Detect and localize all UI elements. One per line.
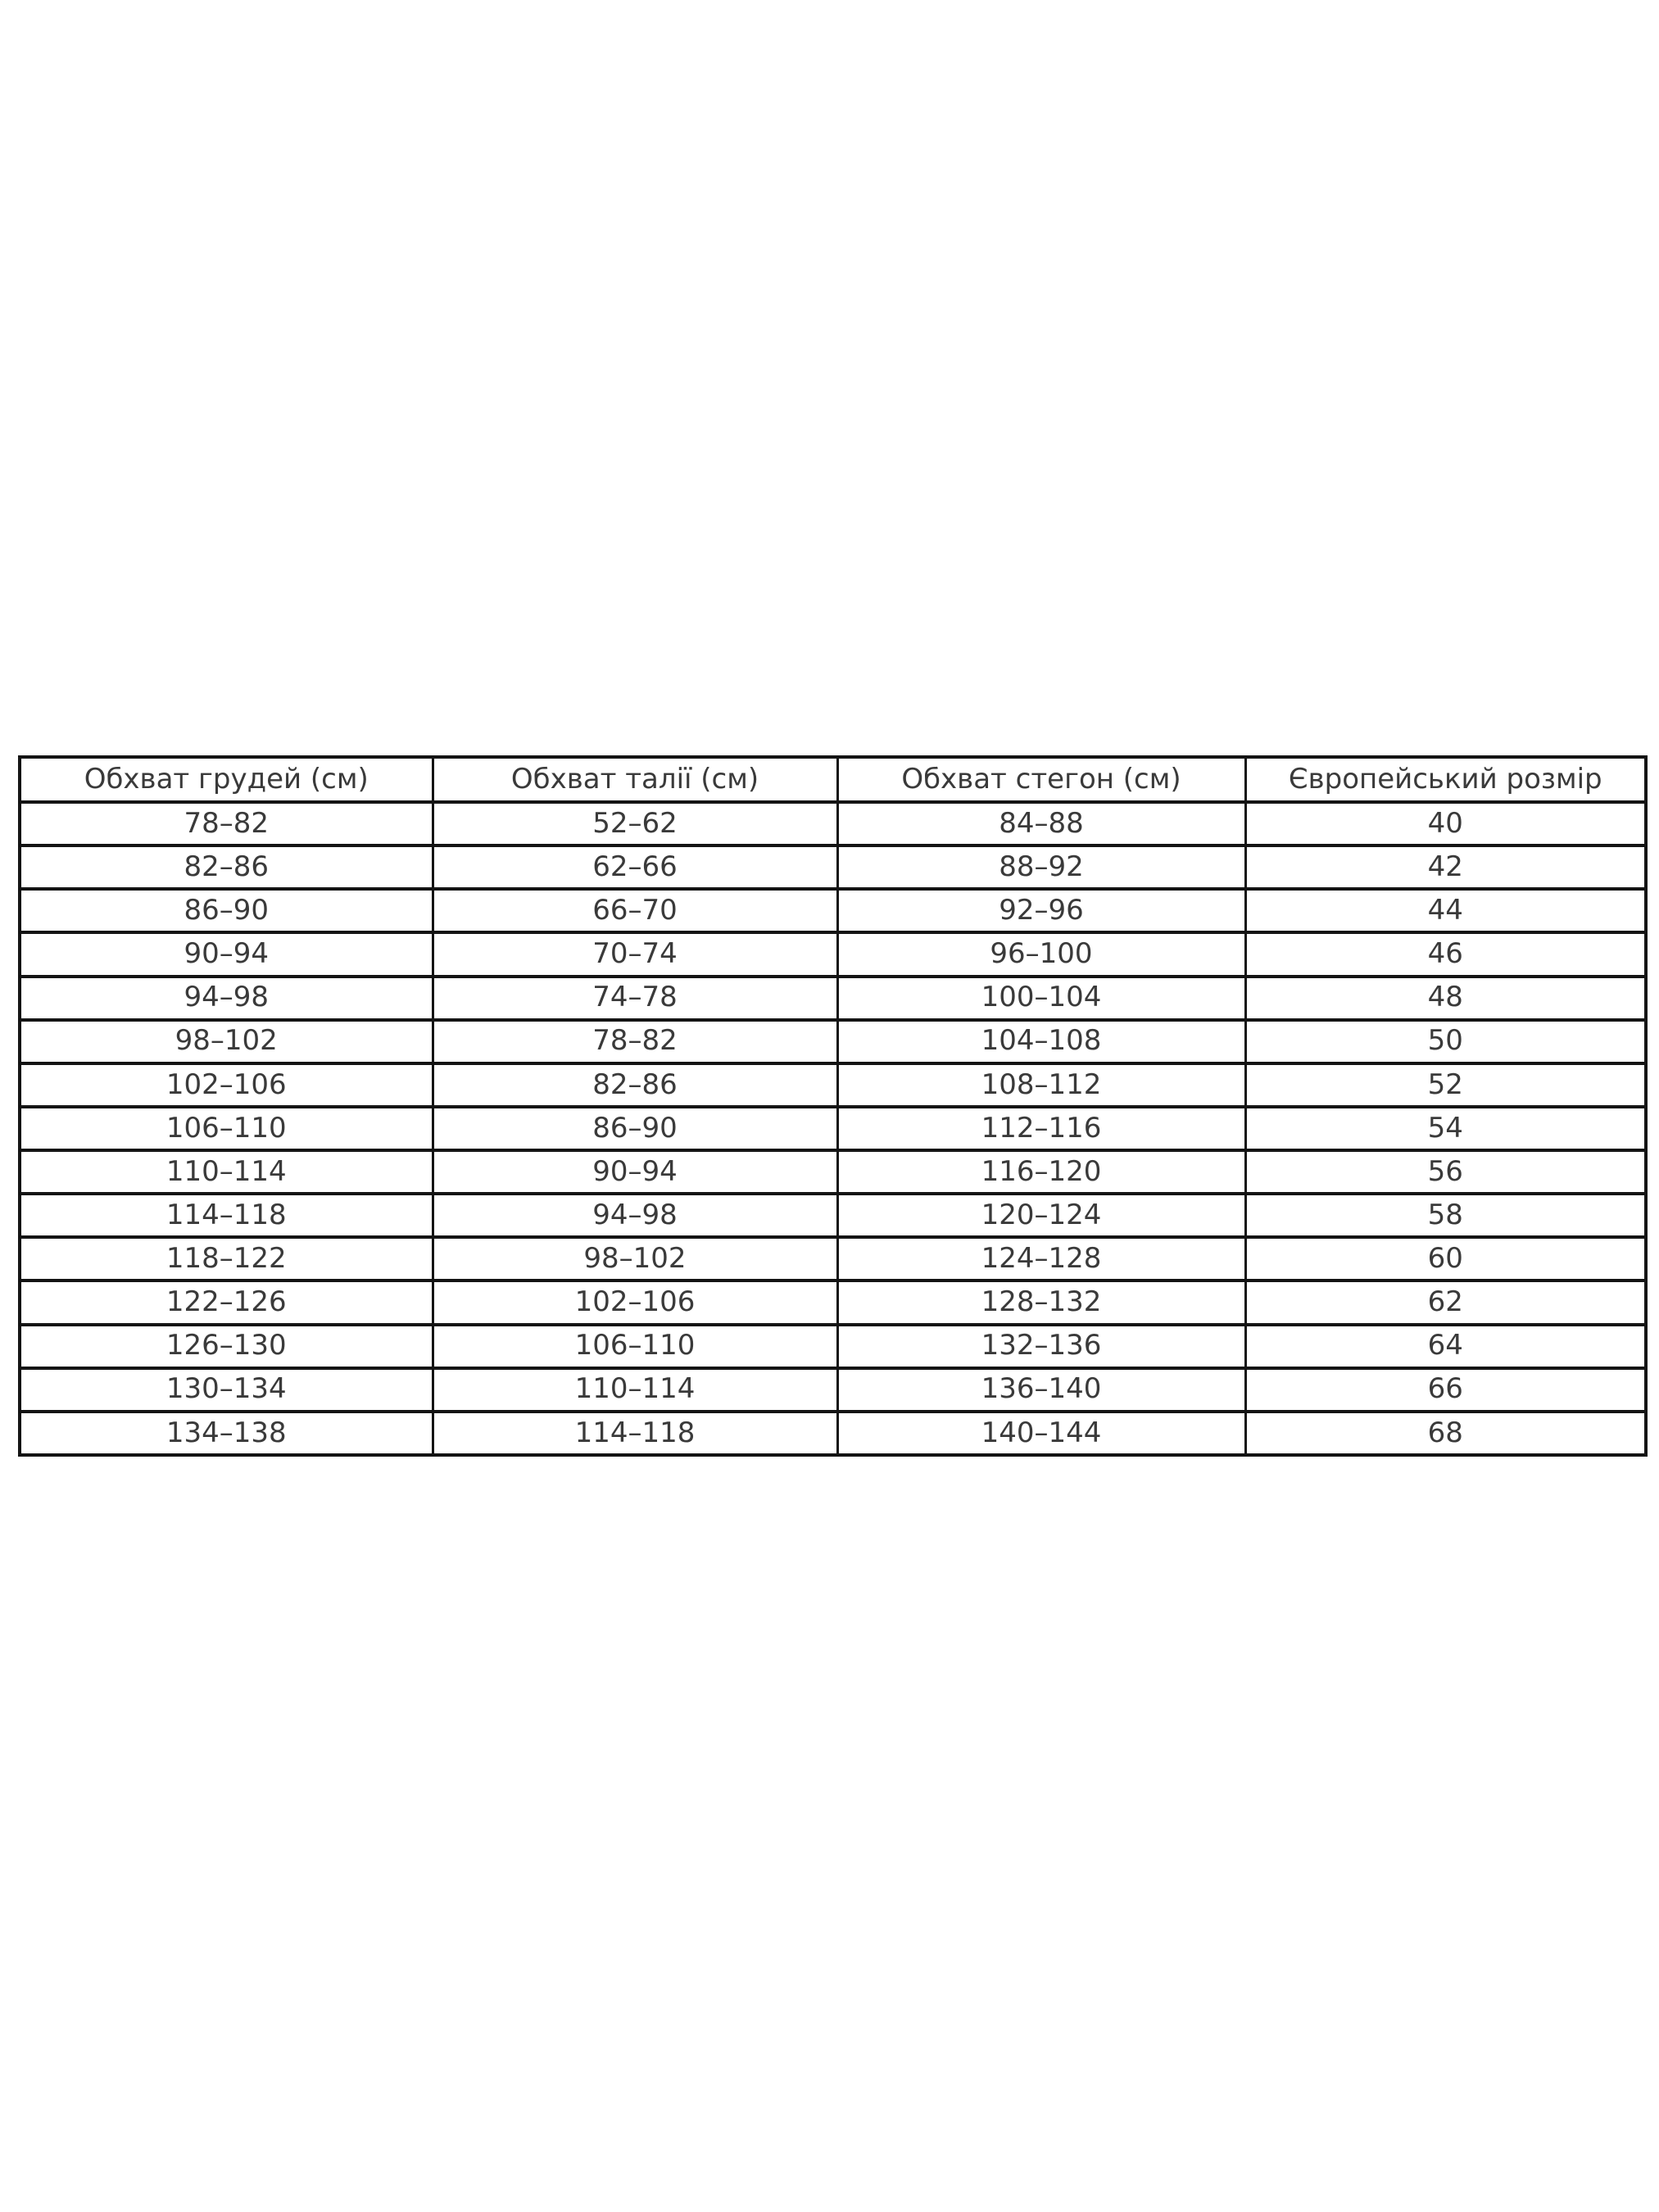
table-row: 110–114 90–94 116–120 56 [18, 1148, 1648, 1196]
table-cell: 78–82 [431, 1018, 839, 1065]
table-cell: 64 [1244, 1322, 1648, 1370]
table-cell: 126–130 [18, 1322, 434, 1370]
table-row: 102–106 82–86 108–112 52 [18, 1061, 1648, 1108]
table-cell: 96–100 [836, 931, 1247, 978]
table-cell: 124–128 [836, 1235, 1247, 1283]
table-cell: 118–122 [18, 1235, 434, 1283]
table-cell: 66–70 [431, 887, 839, 935]
column-header-chest: Обхват грудей (см) [18, 755, 434, 804]
table-cell: 104–108 [836, 1018, 1247, 1065]
table-cell: 52 [1244, 1061, 1648, 1108]
table-cell: 44 [1244, 887, 1648, 935]
table-row: 78–82 52–62 84–88 40 [18, 800, 1648, 848]
table-cell: 112–116 [836, 1104, 1247, 1153]
table-cell: 86–90 [431, 1104, 839, 1153]
table-cell: 40 [1244, 800, 1648, 848]
table-cell: 106–110 [431, 1322, 839, 1370]
table-cell: 84–88 [836, 800, 1247, 848]
table-cell: 56 [1244, 1148, 1648, 1196]
table-row: 118–122 98–102 124–128 60 [18, 1235, 1648, 1283]
table-cell: 88–92 [836, 844, 1247, 891]
table-cell: 78–82 [18, 800, 434, 848]
table-cell: 134–138 [18, 1409, 434, 1457]
table-cell: 136–140 [836, 1366, 1247, 1413]
table-row: 98–102 78–82 104–108 50 [18, 1018, 1648, 1065]
table-cell: 120–124 [836, 1192, 1247, 1240]
table-cell: 54 [1244, 1104, 1648, 1153]
table-cell: 52–62 [431, 800, 839, 848]
table-row: 86–90 66–70 92–96 44 [18, 887, 1648, 935]
table-cell: 114–118 [18, 1192, 434, 1240]
header-row: Обхват грудей (см) Обхват талії (см) Обх… [18, 755, 1648, 804]
table-cell: 114–118 [431, 1409, 839, 1457]
table-header: Обхват грудей (см) Обхват талії (см) Обх… [18, 755, 1648, 804]
table-row: 134–138 114–118 140–144 68 [18, 1409, 1648, 1457]
table-cell: 102–106 [18, 1061, 434, 1108]
table-cell: 90–94 [431, 1148, 839, 1196]
column-header-waist: Обхват талії (см) [431, 755, 839, 804]
table-cell: 122–126 [18, 1279, 434, 1326]
table-cell: 92–96 [836, 887, 1247, 935]
table-row: 106–110 86–90 112–116 54 [18, 1104, 1648, 1153]
table-cell: 62 [1244, 1279, 1648, 1326]
table-cell: 50 [1244, 1018, 1648, 1065]
column-header-hips: Обхват стегон (см) [836, 755, 1247, 804]
table-body: 78–82 52–62 84–88 40 82–86 62–66 88–92 42 86–90 6… [18, 800, 1648, 1457]
table-row: 94–98 74–78 100–104 48 [18, 974, 1648, 1022]
table-row: 130–134 110–114 136–140 66 [18, 1366, 1648, 1413]
table-cell: 128–132 [836, 1279, 1247, 1326]
table-cell: 94–98 [431, 1192, 839, 1240]
table-cell: 98–102 [18, 1018, 434, 1065]
table-cell: 60 [1244, 1235, 1648, 1283]
column-header-eu-size: Європейський розмір [1244, 755, 1648, 804]
table-cell: 82–86 [431, 1061, 839, 1108]
table-cell: 140–144 [836, 1409, 1247, 1457]
table-cell: 110–114 [431, 1366, 839, 1413]
table-cell: 82–86 [18, 844, 434, 891]
table-cell: 116–120 [836, 1148, 1247, 1196]
table-cell: 48 [1244, 974, 1648, 1022]
table-cell: 108–112 [836, 1061, 1247, 1108]
table-cell: 68 [1244, 1409, 1648, 1457]
table-row: 122–126 102–106 128–132 62 [18, 1279, 1648, 1326]
table-row: 90–94 70–74 96–100 46 [18, 931, 1648, 978]
table-row: 126–130 106–110 132–136 64 [18, 1322, 1648, 1370]
table-cell: 70–74 [431, 931, 839, 978]
table-cell: 46 [1244, 931, 1648, 978]
table-cell: 58 [1244, 1192, 1648, 1240]
table-cell: 100–104 [836, 974, 1247, 1022]
table-cell: 66 [1244, 1366, 1648, 1413]
table-cell: 42 [1244, 844, 1648, 891]
table-cell: 94–98 [18, 974, 434, 1022]
table-row: 114–118 94–98 120–124 58 [18, 1192, 1648, 1240]
table-cell: 110–114 [18, 1148, 434, 1196]
size-chart-table: Обхват грудей (см) Обхват талії (см) Обх… [18, 755, 1648, 1457]
table-cell: 132–136 [836, 1322, 1247, 1370]
table-row: 82–86 62–66 88–92 42 [18, 844, 1648, 891]
table-cell: 106–110 [18, 1104, 434, 1153]
table-cell: 130–134 [18, 1366, 434, 1413]
table-cell: 86–90 [18, 887, 434, 935]
table-cell: 98–102 [431, 1235, 839, 1283]
table-cell: 90–94 [18, 931, 434, 978]
table-cell: 74–78 [431, 974, 839, 1022]
table-cell: 62–66 [431, 844, 839, 891]
table-cell: 102–106 [431, 1279, 839, 1326]
